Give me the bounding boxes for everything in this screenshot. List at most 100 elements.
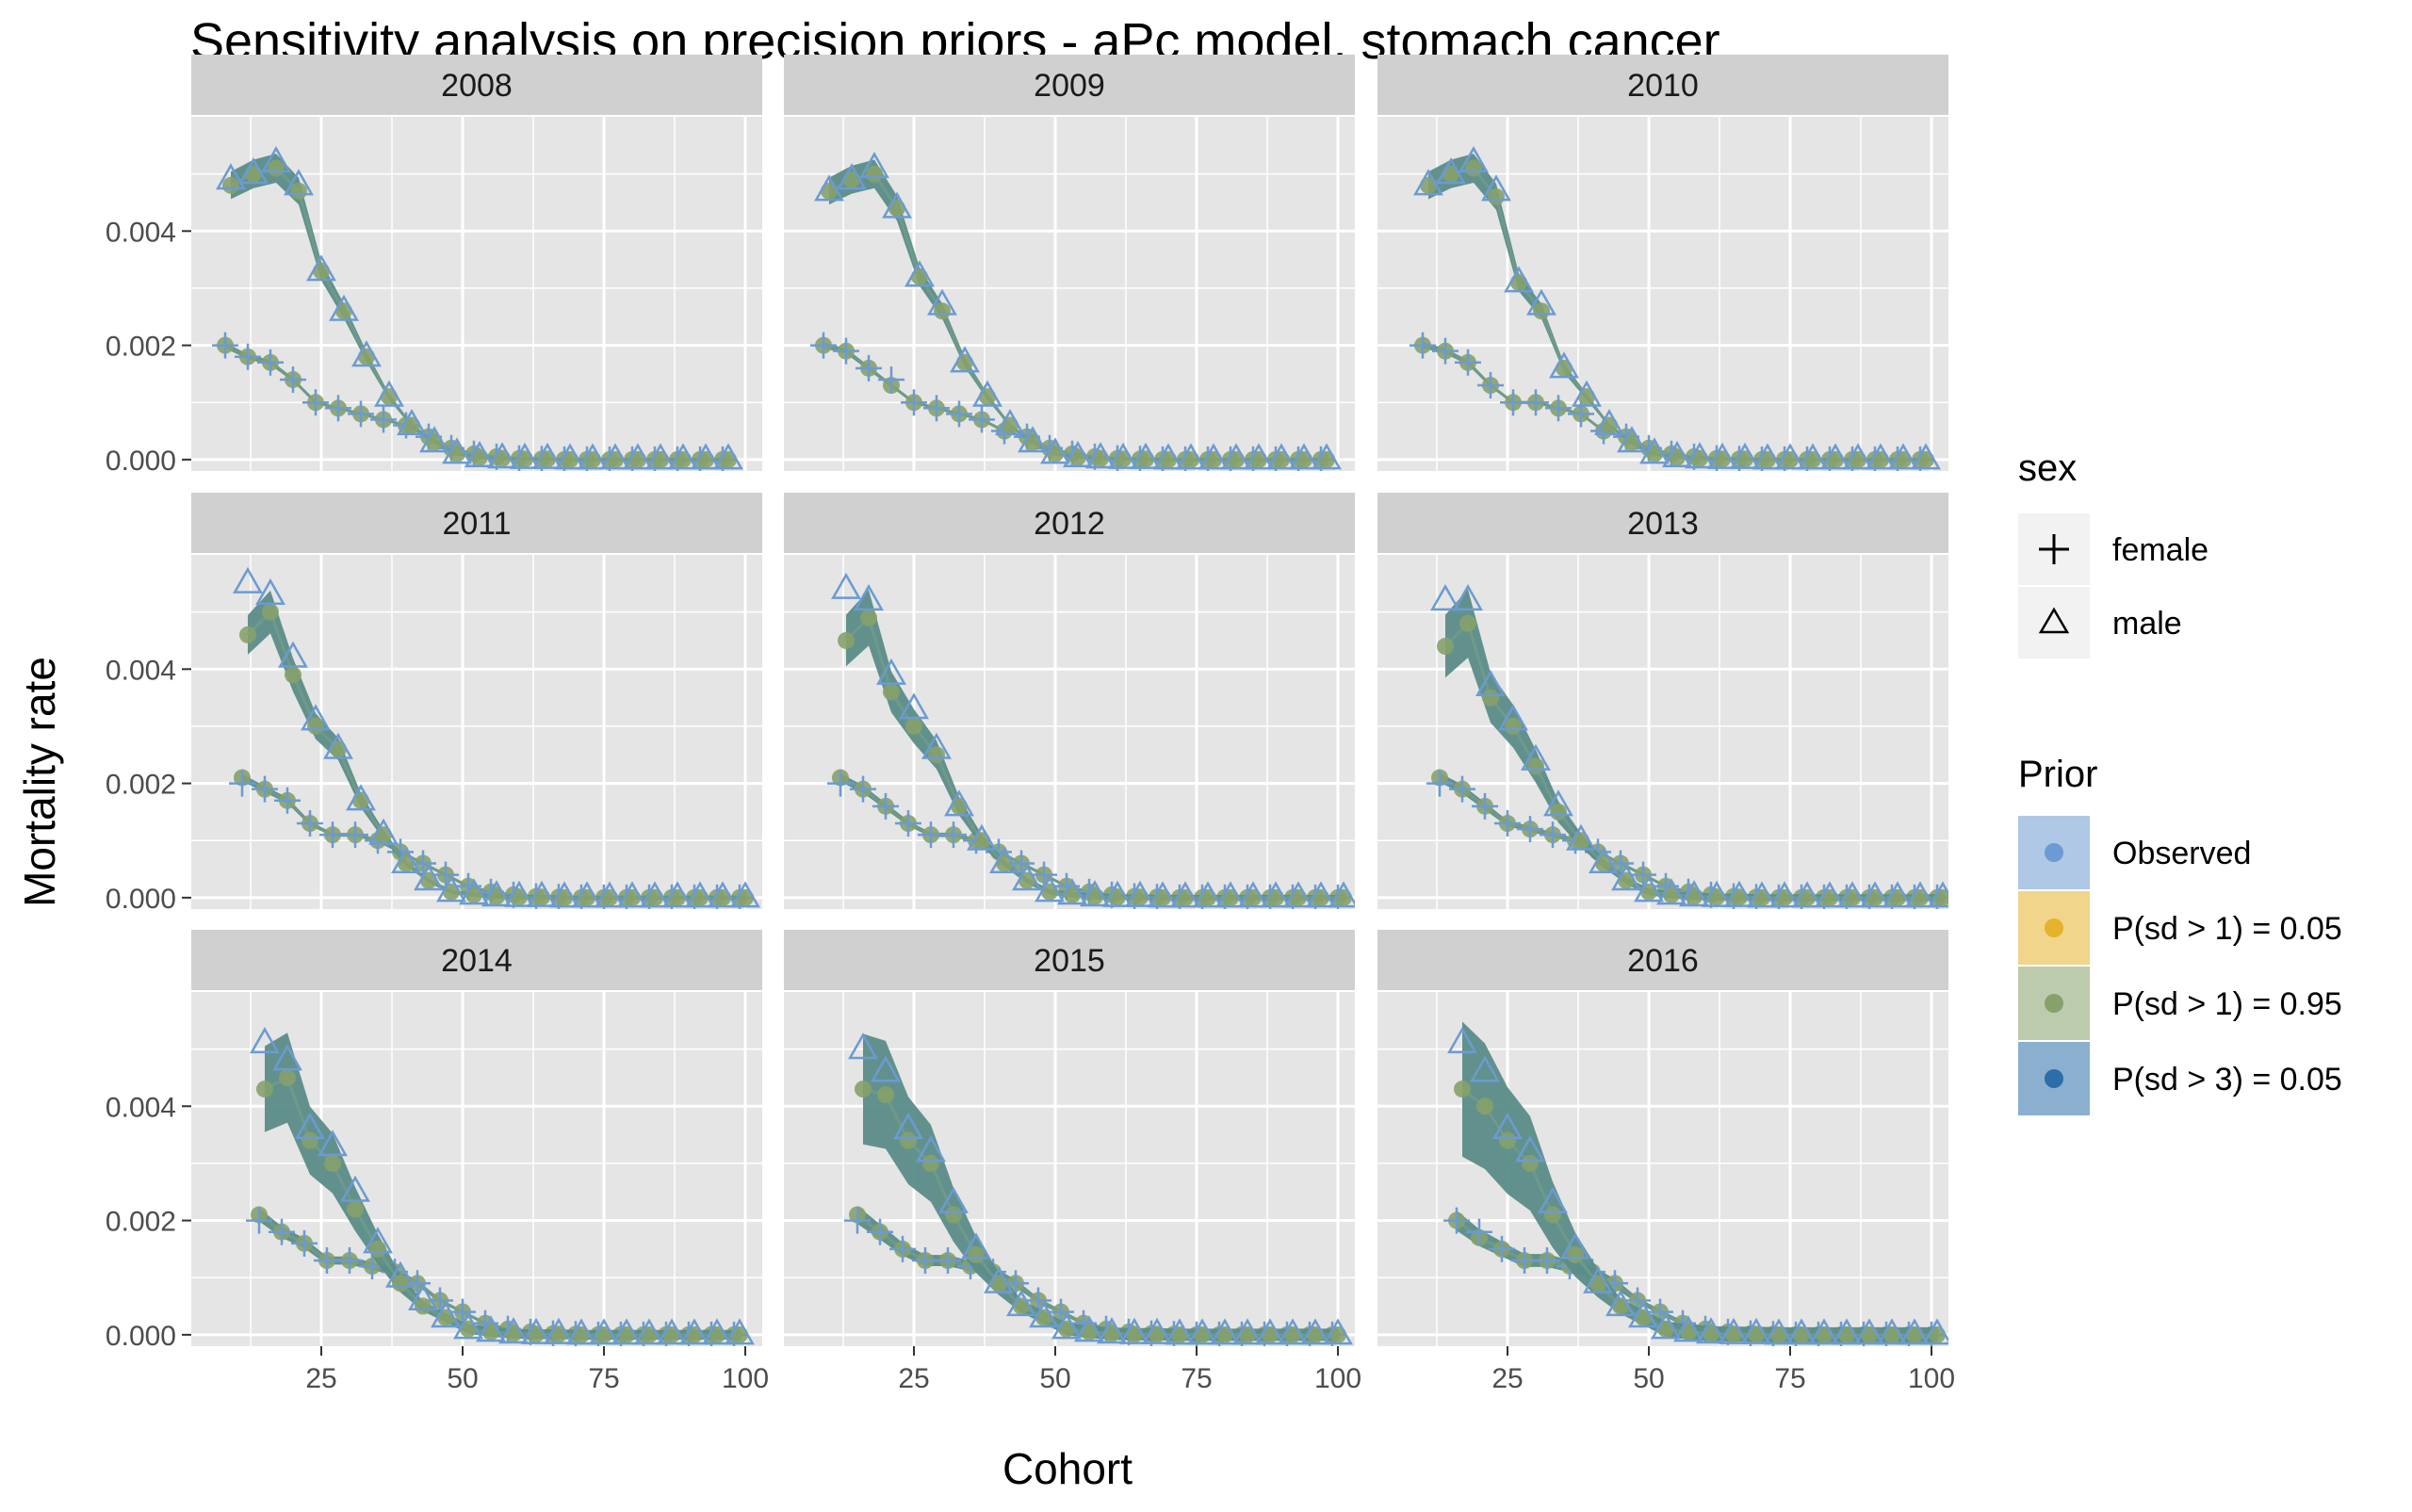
male-credible-band [231,154,728,462]
legend-sex-label: male [2112,606,2182,642]
male-observed-point [1210,1318,1240,1345]
male-fit-point [652,450,669,468]
facet-panel-2014: 2014 0.000 0.002 0.004 25 50 75 100 [106,930,769,1394]
male-fit-line [264,1075,740,1337]
male-fit-point [1736,450,1753,468]
male-observed-point [481,880,512,907]
male-observed-point [1605,1290,1636,1317]
male-fit-point [1838,1325,1855,1343]
male-fit-point [1680,1323,1697,1341]
male-fit-point [381,388,398,406]
male-observed-point [938,1186,969,1213]
male-observed-point [854,583,884,611]
male-observed-point [1040,437,1070,464]
y-tick-label: 0.004 [106,655,176,686]
male-observed-point [1928,881,1948,908]
male-fit-point [482,1323,499,1341]
male-fit-line [1461,1087,1937,1337]
male-observed-point [498,1317,529,1344]
male-observed-point [859,152,889,179]
male-fit-point [505,1325,522,1342]
male-fit-point [1442,165,1459,183]
male-fit-point [460,1320,477,1338]
female-observed-point [827,770,854,797]
male-fit-point [1708,888,1725,906]
male-fit-point [1035,1309,1052,1326]
male-fit-point [686,1325,703,1343]
facet-panel-2015: 2015 25 50 75 100 [784,930,1361,1394]
male-fit-point [1646,445,1663,463]
panel-data [844,1032,1353,1346]
male-observed-point [1108,442,1138,469]
male-observed-point [1215,881,1246,908]
male-observed-point [876,658,906,685]
male-fit-point [573,1325,590,1343]
male-fit-point [737,888,754,906]
male-observed-point [1719,1317,1749,1344]
male-fit-point [1335,888,1352,906]
male-observed-point [374,380,404,407]
male-credible-band [829,159,1327,462]
male-fit-point [1635,1309,1652,1326]
male-fit-point [302,1131,318,1149]
male-observed-point [363,1227,393,1254]
male-observed-point [278,641,308,668]
male-fit-point [646,888,663,906]
female-observed-point [895,810,921,837]
male-fit-point [1103,1325,1120,1342]
male-fit-point [420,871,437,889]
female-observed-point [297,810,323,837]
male-observed-point [871,1055,901,1082]
male-fit-point [1273,450,1290,468]
male-observed-point [1255,1318,1285,1345]
male-observed-point [1131,442,1161,469]
male-fit-point [900,1131,917,1149]
male-fit-point [426,433,443,451]
female-observed-point [252,775,278,803]
y-tick-label: 0.000 [106,1321,176,1352]
female-observed-point [1630,861,1656,888]
male-fit-point [1776,888,1793,906]
male-observed-point [623,443,653,470]
male-observed-point [504,880,534,907]
female-observed-point [850,775,876,803]
male-observed-point [1628,1301,1658,1328]
male-observed-point [972,380,1002,407]
male-fit-point [1041,883,1058,901]
male-fit-point [1019,871,1035,889]
male-fit-point [624,888,641,906]
male-fit-point [663,1325,680,1343]
panel-data [827,572,1355,909]
female-observed-point [449,1298,476,1325]
x-tick-label: 50 [447,1363,478,1394]
male-observed-point [544,1317,574,1344]
male-observed-point [1153,443,1183,470]
female-observed-point [212,332,238,359]
female-observed-point [923,395,950,422]
male-fit-point [618,1325,635,1343]
male-observed-point [1634,875,1664,902]
male-fit-point [928,746,945,764]
male-observed-point [510,442,540,469]
male-fit-point [358,348,375,366]
male-fit-point [1216,1325,1233,1343]
male-fit-point [692,888,709,906]
male-observed-point [1651,1312,1681,1340]
legend-prior-label: P(sd > 3) = 0.05 [2112,1062,2342,1097]
male-fit-point [697,450,714,468]
male-observed-point [532,442,562,469]
male-observed-point [1430,583,1460,611]
y-tick-label: 0.002 [106,1207,176,1238]
male-observed-point [521,1317,551,1344]
male-observed-point [1470,1055,1500,1082]
female-observed-point [432,861,459,888]
male-observed-point [250,1027,280,1054]
male-fit-point [1205,450,1222,468]
male-observed-point [1119,1317,1149,1344]
male-fit-point [556,888,573,906]
male-observed-point [453,1312,483,1340]
male-fit-point [641,1325,658,1343]
male-observed-point [1057,878,1087,905]
male-fit-point [1505,717,1522,735]
